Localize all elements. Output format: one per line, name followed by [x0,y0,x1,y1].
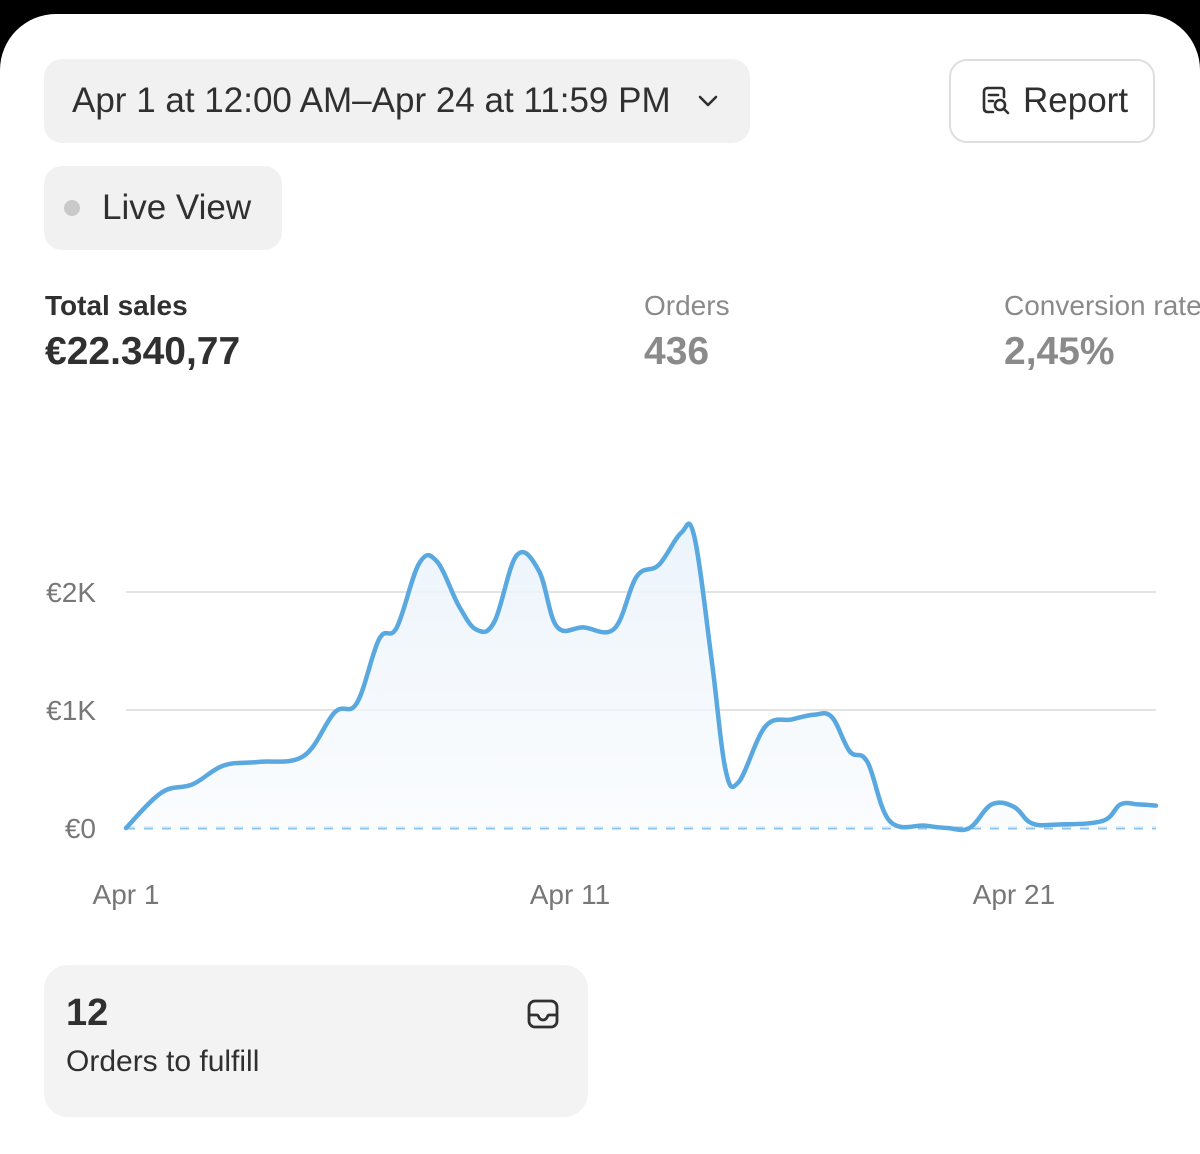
inbox-icon [527,999,559,1029]
metric-value: €22.340,77 [45,330,241,373]
date-range-label: Apr 1 at 12:00 AM–Apr 24 at 11:59 PM [72,81,671,120]
sales-chart[interactable]: €0 €1K €2K Apr 1 Apr 11 Apr 21 [0,504,1200,924]
y-tick-label: €0 [65,813,96,844]
metric-label: Total sales [45,290,188,321]
x-tick-label: Apr 21 [973,879,1056,910]
report-search-icon [982,86,1010,115]
y-tick-label: €1K [46,695,96,726]
live-view-label: Live View [102,188,252,227]
sales-area-fill [126,523,1156,830]
x-tick-label: Apr 11 [530,879,610,910]
y-tick-label: €2K [46,577,96,608]
live-status-dot [64,200,80,216]
dashboard-sheet: Apr 1 at 12:00 AM–Apr 24 at 11:59 PM Rep… [0,14,1200,1154]
metric-value: 2,45% [1004,330,1115,373]
metric-total-sales[interactable]: Total sales €22.340,77 [45,290,240,376]
chevron-down-icon [698,95,718,107]
orders-to-fulfill-card[interactable]: 12 Orders to fulfill [44,965,588,1117]
report-label: Report [1023,81,1129,120]
metric-label: Orders [644,290,730,321]
date-range-button[interactable]: Apr 1 at 12:00 AM–Apr 24 at 11:59 PM [44,59,750,143]
live-view-button[interactable]: Live View [44,166,282,250]
metric-label: Conversion rate [1004,290,1200,321]
metric-orders[interactable]: Orders 436 [644,290,730,376]
metric-conversion-rate[interactable]: Conversion rate 2,45% [1004,290,1200,376]
fulfill-count: 12 [66,992,109,1034]
sales-series-line [123,521,1159,833]
metric-value: 436 [644,330,710,373]
x-tick-label: Apr 1 [93,879,160,910]
fulfill-label: Orders to fulfill [66,1045,260,1078]
report-button[interactable]: Report [949,59,1155,143]
